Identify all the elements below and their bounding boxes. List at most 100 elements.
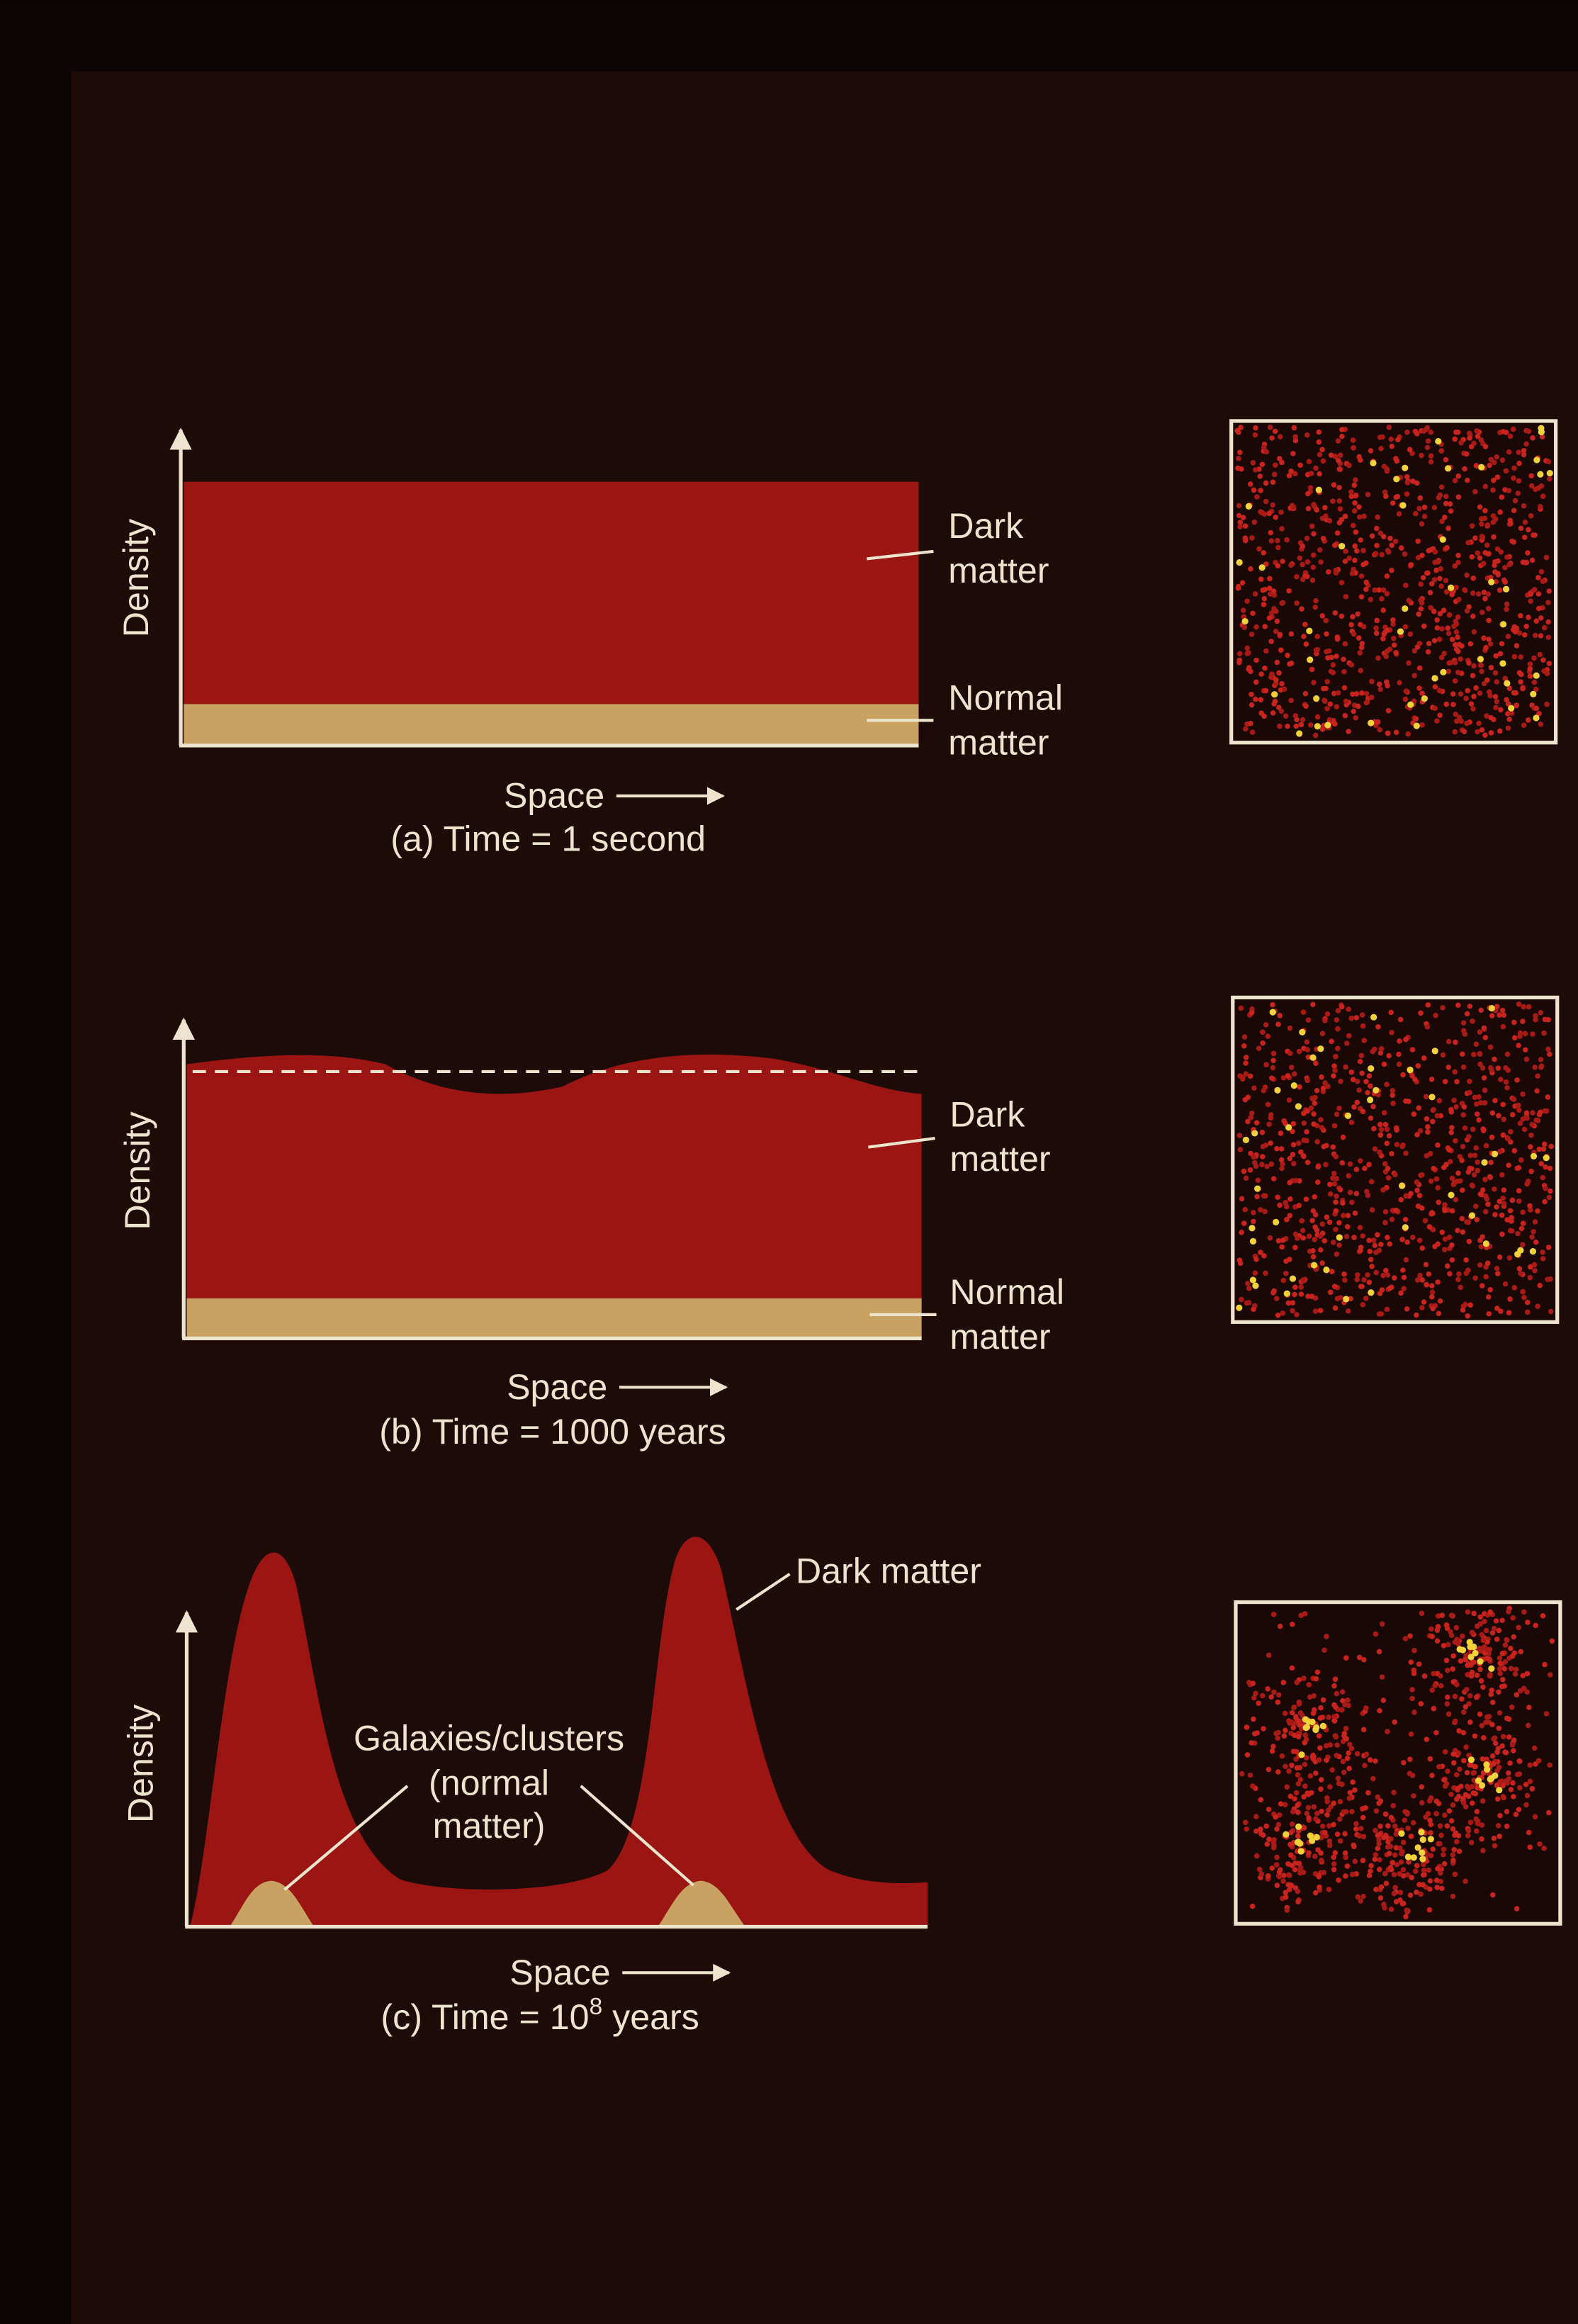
particle [1368, 1065, 1375, 1072]
particle [1443, 456, 1449, 463]
particle [1247, 1772, 1253, 1778]
label: Normal [948, 678, 1063, 718]
particle [1329, 1269, 1335, 1274]
particle [1457, 1766, 1463, 1772]
particle [1445, 1711, 1452, 1717]
particle [1516, 1266, 1523, 1272]
x-axis-label: Space [509, 1953, 610, 1992]
particle [1517, 1121, 1523, 1126]
particle [1465, 1313, 1470, 1319]
particle [1528, 513, 1534, 519]
particle [1443, 500, 1449, 507]
particle [1283, 1894, 1289, 1900]
label: Dark [949, 1094, 1025, 1134]
particle [1445, 1065, 1452, 1070]
particle [1300, 1152, 1307, 1159]
particle [1377, 681, 1382, 687]
particle [1351, 708, 1356, 714]
particle [1483, 1719, 1489, 1725]
particle [1283, 1763, 1288, 1770]
particle [1514, 643, 1520, 649]
particle [1261, 1253, 1267, 1259]
particle [1421, 1673, 1428, 1679]
particle [1300, 1228, 1306, 1233]
particle [1288, 468, 1294, 474]
particle [1348, 622, 1354, 628]
particle [1455, 473, 1462, 479]
particle [1489, 1700, 1496, 1705]
particle [1467, 1165, 1472, 1172]
particle [1322, 1018, 1328, 1023]
particle [1253, 1163, 1259, 1169]
particle [1319, 726, 1326, 732]
particle [1507, 433, 1514, 439]
particle [1414, 1312, 1419, 1318]
particle [1266, 1652, 1272, 1658]
particle [1433, 1877, 1440, 1883]
particle [1438, 583, 1444, 589]
particle [1326, 1219, 1333, 1225]
particle [1253, 679, 1259, 685]
particle [1497, 1671, 1503, 1676]
particle [1412, 1077, 1418, 1082]
particle [1239, 580, 1246, 586]
particle [1467, 1152, 1473, 1159]
particle [1345, 1213, 1351, 1218]
particle [1248, 720, 1253, 726]
particle [1293, 1714, 1299, 1719]
particle [1249, 729, 1256, 735]
particle [1368, 1179, 1375, 1185]
particle [1536, 710, 1542, 717]
particle [1448, 508, 1454, 514]
particle [1473, 1828, 1480, 1834]
particle [1354, 1276, 1360, 1283]
particle [1258, 697, 1264, 703]
particle [1402, 624, 1409, 630]
particle [1260, 1143, 1266, 1150]
particle [1442, 1236, 1448, 1242]
particle [1312, 1194, 1317, 1200]
particle [1338, 1078, 1343, 1084]
particle [1254, 1730, 1261, 1736]
particle [1436, 636, 1443, 642]
particle [1268, 639, 1274, 644]
particle [1446, 1147, 1452, 1153]
particle [1520, 1018, 1526, 1024]
particle [1545, 1094, 1551, 1100]
particle [1473, 1145, 1479, 1151]
particle [1265, 1686, 1270, 1692]
particle [1315, 1179, 1321, 1185]
particle [1518, 612, 1523, 619]
particle [1497, 1834, 1502, 1839]
particle [1360, 1108, 1366, 1114]
particle [1377, 1132, 1384, 1138]
particle [1441, 1852, 1446, 1858]
particle [1463, 1744, 1469, 1750]
particle [1378, 1045, 1385, 1052]
particle [1239, 1296, 1244, 1303]
particle [1258, 1871, 1265, 1877]
particle [1494, 474, 1501, 480]
particle [1326, 517, 1333, 524]
particle [1480, 1848, 1486, 1853]
particle [1274, 1882, 1280, 1888]
particle [1416, 611, 1421, 617]
particle [1305, 1017, 1312, 1023]
particle [1269, 1748, 1275, 1754]
particle [1368, 1289, 1375, 1296]
particle [1331, 1063, 1337, 1069]
particle [1503, 1065, 1509, 1071]
particle [1538, 722, 1544, 727]
particle [1382, 1811, 1389, 1817]
particle [1400, 1142, 1406, 1148]
particle [1300, 561, 1305, 568]
particle [1292, 1291, 1297, 1298]
particle [1422, 1218, 1428, 1224]
particle [1459, 1646, 1467, 1654]
particle [1527, 666, 1533, 672]
particle [1480, 561, 1487, 566]
particle [1431, 1671, 1436, 1677]
particle [1303, 641, 1309, 647]
caption: (b) Time = 1000 years [379, 1412, 726, 1452]
particle [1277, 1202, 1283, 1208]
